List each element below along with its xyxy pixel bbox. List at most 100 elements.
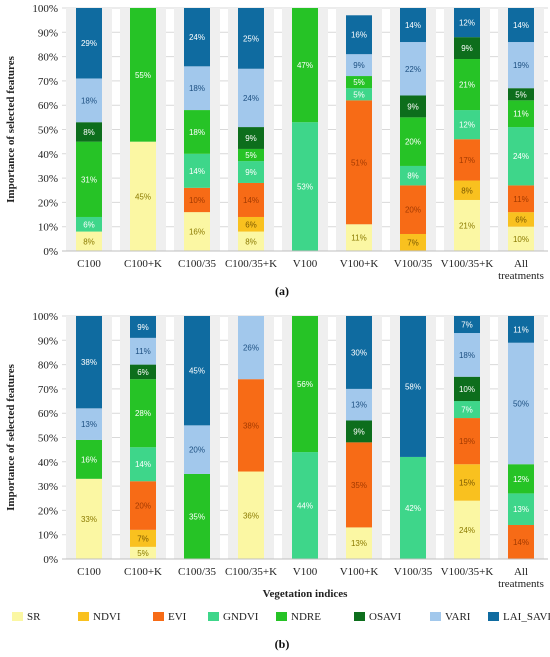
bar-segment-sr bbox=[238, 471, 264, 559]
data-label: 6% bbox=[137, 368, 149, 377]
data-label: 9% bbox=[353, 61, 365, 70]
data-label: 20% bbox=[189, 446, 205, 455]
bar-segment-lai_savi bbox=[454, 316, 480, 334]
data-label: 42% bbox=[405, 504, 421, 513]
data-label: 13% bbox=[513, 505, 529, 514]
data-label: 24% bbox=[459, 526, 475, 535]
bar-segment-osavi bbox=[130, 364, 156, 380]
bar-segment-vari bbox=[454, 333, 480, 377]
data-label: 26% bbox=[243, 344, 259, 353]
x-tick-label: All bbox=[514, 258, 528, 270]
bar-segment-evi bbox=[508, 524, 534, 559]
data-label: 33% bbox=[81, 515, 97, 524]
data-label: 18% bbox=[81, 96, 97, 105]
x-tick-label: C100 bbox=[77, 258, 101, 270]
bar-segment-ndre bbox=[184, 473, 210, 559]
bar-segment-lai_savi bbox=[400, 8, 426, 43]
data-label: 6% bbox=[245, 220, 257, 229]
bar-segment-vari bbox=[76, 78, 102, 123]
data-label: 7% bbox=[137, 534, 149, 543]
data-label: 5% bbox=[515, 90, 527, 99]
data-label: 14% bbox=[405, 21, 421, 30]
bar-segment-gndvi bbox=[292, 122, 318, 252]
data-label: 36% bbox=[243, 511, 259, 520]
x-tick-label: C100/35 bbox=[178, 566, 216, 578]
data-label: 56% bbox=[297, 380, 313, 389]
data-label: 30% bbox=[351, 348, 367, 357]
panel-label: (b) bbox=[275, 637, 290, 651]
data-label: 21% bbox=[459, 221, 475, 230]
data-label: 9% bbox=[461, 44, 473, 53]
y-tick-label: 50% bbox=[38, 125, 58, 137]
x-tick-label: treatments bbox=[498, 578, 544, 590]
data-label: 5% bbox=[353, 78, 365, 87]
legend-label: OSAVI bbox=[369, 611, 402, 623]
data-label: 44% bbox=[297, 502, 313, 511]
data-label: 10% bbox=[459, 385, 475, 394]
data-label: 22% bbox=[405, 65, 421, 74]
bar-segment-vari bbox=[130, 337, 156, 365]
legend-label: SR bbox=[27, 611, 41, 623]
bar-segment-sr bbox=[76, 231, 102, 251]
bar-segment-vari bbox=[346, 388, 372, 421]
bar-segment-sr bbox=[238, 231, 264, 251]
data-label: 31% bbox=[81, 175, 97, 184]
data-label: 9% bbox=[245, 134, 257, 143]
data-label: 29% bbox=[81, 39, 97, 48]
data-label: 10% bbox=[513, 235, 529, 244]
legend-swatch-ndvi bbox=[78, 612, 89, 621]
legend-label: LAI_SAVI bbox=[503, 611, 550, 623]
bar-segment-sr bbox=[346, 224, 372, 251]
data-label: 19% bbox=[459, 437, 475, 446]
x-tick-label: C100+K bbox=[124, 566, 162, 578]
data-label: 5% bbox=[353, 90, 365, 99]
bar-segment-ndre bbox=[184, 110, 210, 154]
y-tick-label: 0% bbox=[43, 246, 58, 258]
bar-segment-gndvi bbox=[184, 153, 210, 188]
data-label: 14% bbox=[135, 460, 151, 469]
legend-label: NDRE bbox=[291, 611, 321, 623]
data-label: 24% bbox=[189, 33, 205, 42]
y-tick-label: 40% bbox=[38, 149, 58, 161]
bar-segment-evi bbox=[184, 187, 210, 213]
data-label: 6% bbox=[83, 220, 95, 229]
bar-segment-lai_savi bbox=[508, 316, 534, 343]
x-tick-label: V100/35+K bbox=[441, 258, 494, 270]
bar-segment-ndre bbox=[292, 8, 318, 123]
panel-b-chart: 0% 10% 20% 30% 40% 50% 60% 70% 80% 90% 100% Importa… bbox=[5, 311, 548, 651]
data-label: 50% bbox=[513, 399, 529, 408]
legend-label: VARI bbox=[445, 611, 471, 623]
data-label: 24% bbox=[513, 152, 529, 161]
y-tick-label: 70% bbox=[38, 384, 58, 396]
data-label: 14% bbox=[513, 538, 529, 547]
data-label: 38% bbox=[243, 421, 259, 430]
data-label: 5% bbox=[137, 549, 149, 558]
data-label: 12% bbox=[459, 121, 475, 130]
data-label: 18% bbox=[459, 351, 475, 360]
data-label: 55% bbox=[135, 71, 151, 80]
bar-segment-gndvi bbox=[400, 165, 426, 186]
data-label: 20% bbox=[405, 206, 421, 215]
bar-segment-vari bbox=[76, 408, 102, 440]
bar-segment-vari bbox=[508, 342, 534, 465]
y-tick-label: 80% bbox=[38, 52, 58, 64]
bar-segment-gndvi bbox=[454, 110, 480, 140]
data-label: 16% bbox=[81, 455, 97, 464]
bar-segment-sr bbox=[454, 500, 480, 559]
data-label: 16% bbox=[189, 228, 205, 237]
data-label: 11% bbox=[351, 234, 366, 243]
x-tick-label: C100 bbox=[77, 566, 101, 578]
bar-segment-lai_savi bbox=[76, 8, 102, 79]
y-tick-label: 0% bbox=[43, 554, 58, 566]
bar-segment-ndvi bbox=[454, 180, 480, 200]
bar-segment-ndvi bbox=[454, 464, 480, 501]
bar-segment-ndvi bbox=[238, 216, 264, 232]
data-label: 28% bbox=[135, 409, 151, 418]
data-label: 16% bbox=[351, 31, 367, 40]
data-label: 58% bbox=[405, 382, 421, 391]
bar-segment-lai_savi bbox=[346, 316, 372, 389]
y-tick-label: 30% bbox=[38, 481, 58, 493]
bar-segment-ndre bbox=[508, 464, 534, 494]
data-label: 7% bbox=[407, 238, 419, 247]
